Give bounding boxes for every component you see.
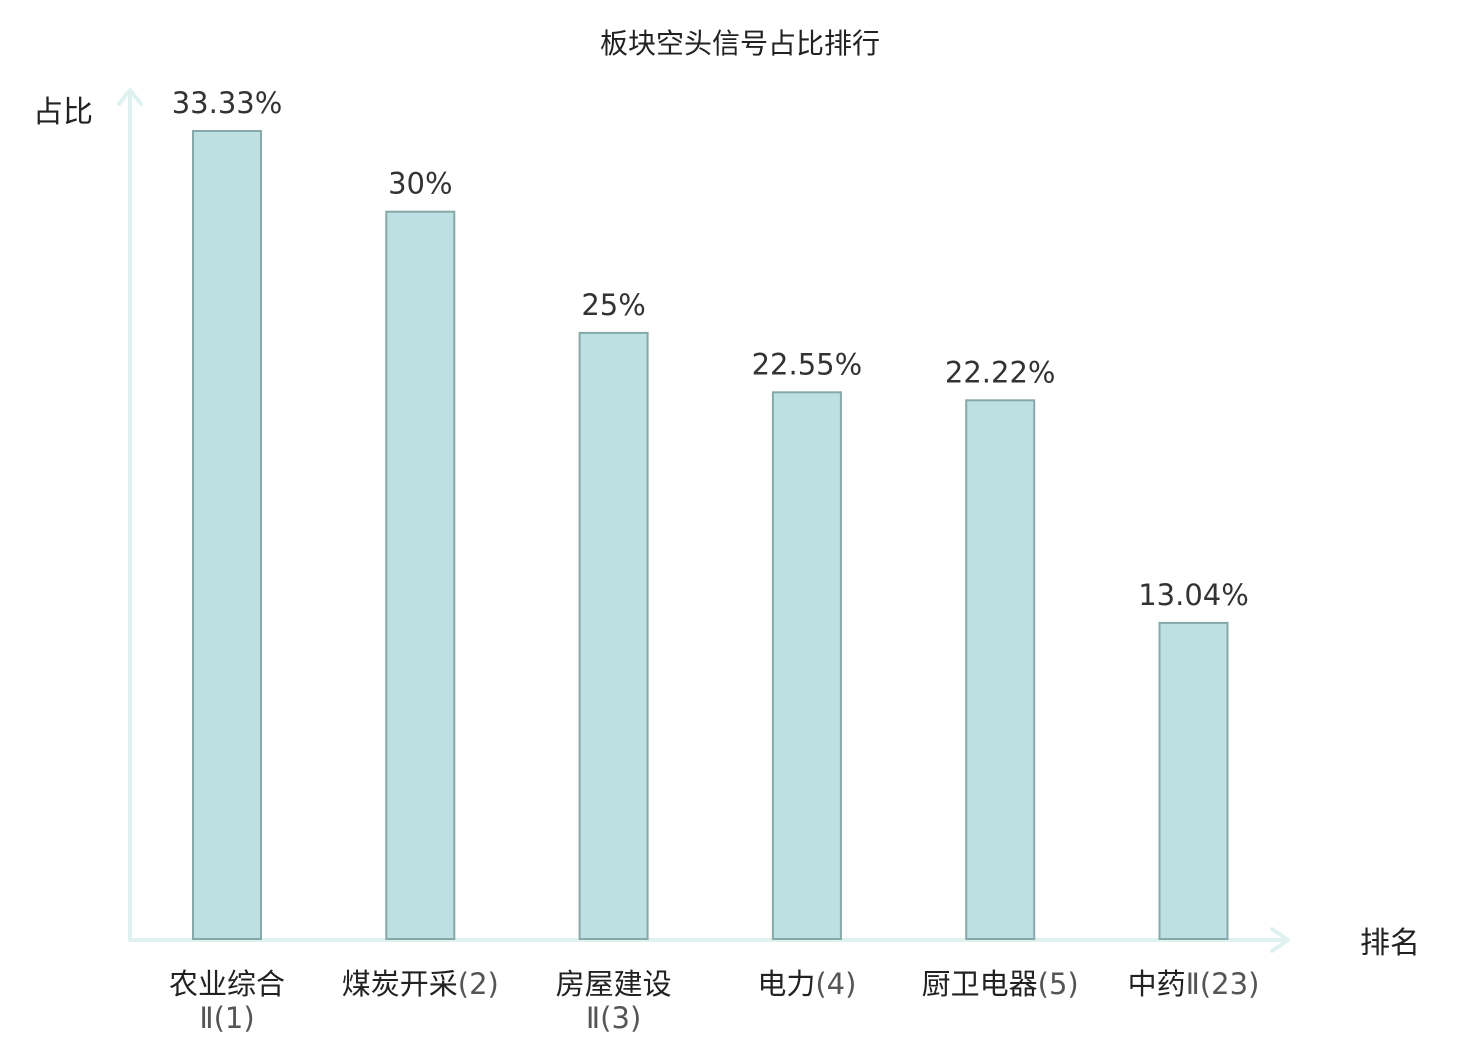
category-label: 房屋建设 Ⅱ(3) [556,967,672,1035]
value-label: 13.04% [1138,578,1249,612]
value-label: 25% [581,288,645,322]
value-label: 22.55% [752,347,863,381]
y-axis-label: 占比 [33,95,93,130]
category-label: 厨卫电器(5) [922,967,1079,1001]
category-name: 电力 [757,967,815,1001]
x-axis-arrow [1270,927,1290,953]
category-label: 煤炭开采(2) [342,967,499,1001]
category-rank: (5) [1038,967,1079,1001]
bar [192,130,262,940]
category-label: 电力(4) [757,967,856,1001]
y-axis-arrow [117,88,143,106]
bar [965,399,1036,940]
axes [117,88,1290,953]
category-rank: (2) [458,967,499,1001]
bar [1158,621,1229,941]
category-rank: Ⅱ(3) [586,1001,641,1035]
category-name: 煤炭开采 [342,967,458,1001]
bar [771,391,842,940]
bars [192,130,1229,941]
bar [578,331,649,940]
category-label: 中药Ⅱ(23) [1128,967,1260,1001]
bar [385,210,456,940]
category-name: 农业综合 [169,967,285,1001]
value-labels: 33.33% 30% 25% 22.55% 22.22% 13.04% [172,86,1249,612]
category-name: 厨卫电器 [922,967,1038,1001]
category-label: 农业综合 Ⅱ(1) [169,967,285,1035]
x-axis-label: 排名 [1360,926,1420,961]
value-label: 33.33% [172,86,283,120]
category-name: 房屋建设 [556,967,672,1001]
chart-title: 板块空头信号占比排行 [600,27,880,60]
value-label: 30% [388,167,452,201]
category-labels: 农业综合 Ⅱ(1) 煤炭开采(2) 房屋建设 Ⅱ(3) 电力(4) 厨卫电器(5) 中药Ⅱ(2… [169,967,1259,1035]
category-rank: Ⅱ(1) [199,1001,254,1035]
category-rank: (4) [815,967,856,1001]
category-rank: Ⅱ(23) [1186,967,1260,1001]
category-name: 中药 [1128,967,1186,1001]
value-label: 22.22% [945,355,1056,389]
